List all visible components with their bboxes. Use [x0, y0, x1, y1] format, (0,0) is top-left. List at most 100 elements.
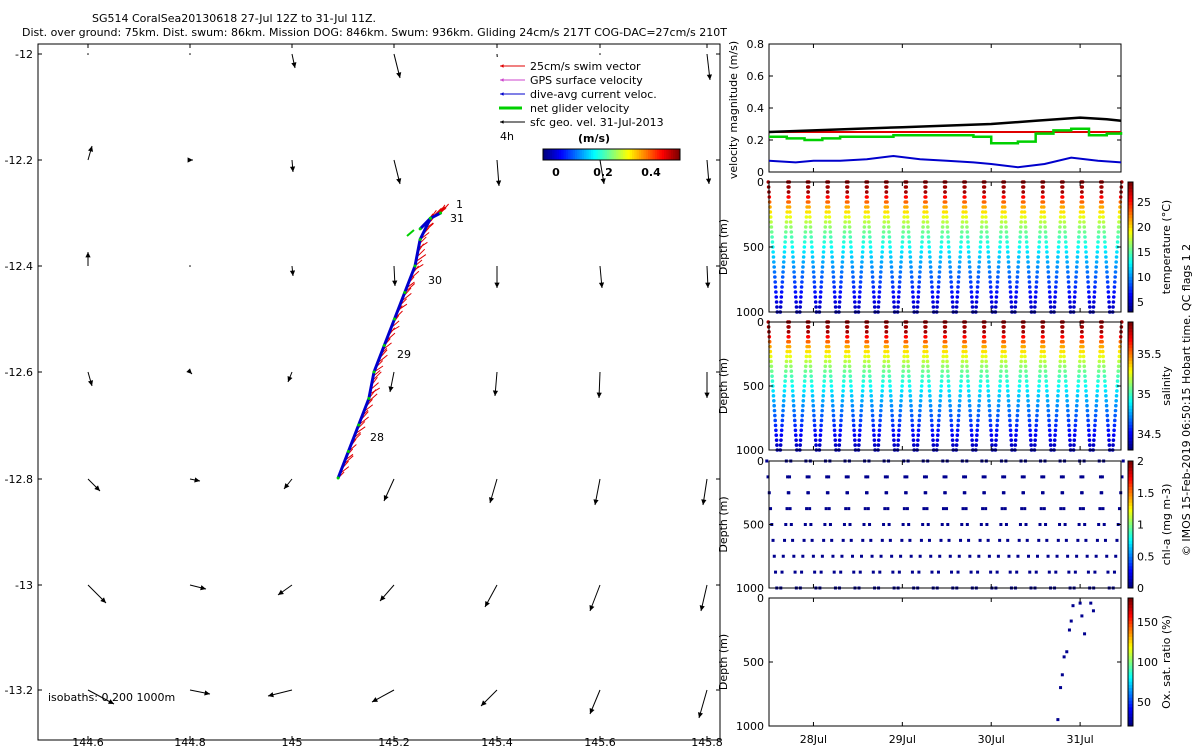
salinity-sample [920, 374, 925, 378]
salinity-sample [833, 443, 838, 447]
velocity-y-tick-label: 0 [757, 166, 764, 179]
colorbar-cell [577, 149, 581, 160]
chla-sample [890, 554, 894, 558]
chla-sample [1042, 507, 1046, 511]
temperature-sample [955, 295, 960, 299]
temperature-sample [870, 265, 874, 269]
colorbar-cell [554, 149, 558, 160]
geo-vector-head [289, 166, 296, 172]
temperature-sample [920, 230, 925, 234]
oxygen-colorbar-cell [1128, 700, 1133, 705]
chla-sample [1024, 523, 1028, 526]
salinity-sample [1113, 408, 1118, 413]
oxygen-colorbar-tick: 100 [1137, 656, 1158, 669]
salinity-sample [930, 423, 934, 428]
salinity-sample [792, 413, 797, 418]
colorbar-cell [579, 149, 583, 160]
temperature-sample [784, 220, 789, 224]
salinity-sample [1034, 423, 1039, 428]
map-y-tick-label: -12.8 [5, 473, 33, 486]
salinity-sample [847, 354, 851, 359]
salinity-sample [1116, 374, 1120, 378]
salinity-sample [1103, 389, 1108, 393]
temperature-sample [923, 190, 928, 194]
salinity-sample [832, 418, 836, 423]
temperature-sample [1027, 280, 1032, 284]
colorbar-cell [584, 149, 587, 160]
salinity-sample [869, 389, 873, 393]
temperature-sample [969, 290, 974, 294]
temperature-sample [924, 200, 928, 204]
salinity-colorbar-frame [1127, 321, 1134, 451]
temperature-sample [1055, 260, 1060, 264]
chla-sample [792, 554, 796, 558]
salinity-sample [1079, 325, 1084, 329]
salinity-sample [970, 443, 975, 447]
temperature-sample [1020, 210, 1024, 214]
salinity-sample [925, 354, 929, 359]
temperature-sample [1057, 230, 1062, 234]
salinity-sample [955, 428, 960, 433]
salinity-sample [848, 379, 853, 383]
chla-sample [1016, 554, 1020, 558]
temperature-sample [930, 285, 934, 289]
temperature-sample [905, 210, 910, 214]
salinity-sample [1087, 438, 1092, 442]
chla-sample [820, 554, 824, 558]
salinity-sample [782, 389, 787, 393]
salinity-sample [881, 369, 886, 374]
chla-sample [805, 475, 809, 479]
chla-sample [1062, 507, 1066, 511]
temperature-sample [1103, 240, 1107, 244]
temperature-sample [778, 305, 783, 309]
oxygen-colorbar-tick: 50 [1137, 696, 1151, 709]
temperature-sample [1016, 255, 1021, 259]
temperature-sample [786, 190, 791, 194]
salinity-sample [896, 443, 900, 447]
temperature-sample [810, 245, 814, 249]
temperature-sample [1047, 290, 1052, 294]
temperature-sample [900, 240, 905, 244]
temperature-sample [1037, 245, 1041, 249]
temperature-sample [909, 265, 913, 269]
salinity-ylabel: Depth (m) [717, 358, 730, 414]
temperature-sample [1077, 235, 1081, 239]
salinity-sample [858, 428, 862, 433]
salinity-sample [1007, 403, 1011, 408]
temperature-sample [769, 220, 773, 224]
geo-vector-head [494, 282, 500, 288]
temperature-sample [956, 280, 961, 284]
chla-sample [780, 570, 784, 574]
salinity-sample [870, 413, 875, 418]
salinity-sample [1025, 389, 1030, 393]
oxygen-colorbar-cell [1128, 639, 1133, 644]
salinity-sample [847, 359, 852, 364]
temperature-colorbar-cell [1128, 299, 1133, 303]
salinity-sample [929, 413, 934, 418]
temperature-sample [869, 255, 874, 259]
chla-sample [1000, 507, 1004, 511]
temperature-colorbar-cell [1128, 204, 1133, 209]
salinity-sample [961, 349, 966, 354]
salinity-sample [975, 428, 980, 433]
temperature-sample [881, 240, 885, 244]
chla-sample [879, 554, 883, 558]
salinity-sample [1083, 374, 1087, 378]
colorbar-cell [611, 149, 615, 160]
chla-sample [1022, 475, 1026, 479]
salinity-sample [911, 433, 915, 438]
chla-colorbar-cell [1128, 476, 1133, 481]
salinity-sample [989, 438, 994, 442]
chla-sample [788, 507, 792, 511]
temperature-colorbar-cell [1128, 289, 1133, 293]
salinity-sample [1116, 364, 1121, 369]
salinity-sample [1063, 374, 1068, 378]
temperature-sample [1116, 235, 1120, 239]
temperature-sample [1002, 205, 1007, 209]
colorbar-title: (m/s) [578, 132, 610, 145]
chla-sample [765, 459, 769, 463]
salinity-sample [1057, 379, 1061, 383]
salinity-sample [862, 359, 867, 364]
salinity-sample [937, 413, 941, 418]
temperature-sample [1085, 270, 1090, 274]
